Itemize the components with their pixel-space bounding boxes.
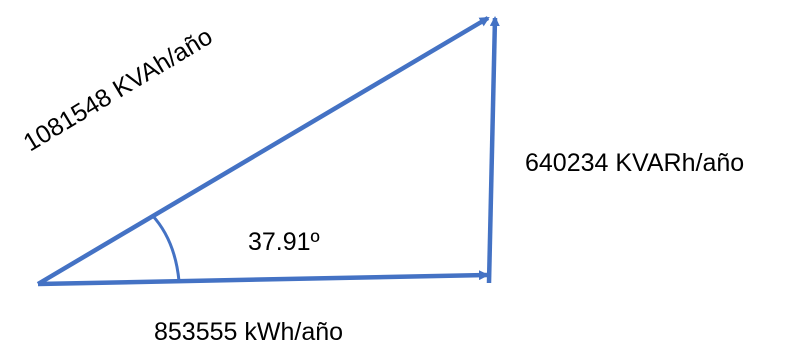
angle-arc xyxy=(150,213,181,282)
active-power-label: 853555 kWh/año xyxy=(154,318,343,346)
reactive-power-label: 640234 KVARh/año xyxy=(525,149,744,177)
apparent-power-vector xyxy=(36,16,490,286)
active-power-vector xyxy=(37,270,489,287)
reactive-power-vector xyxy=(486,16,500,284)
angle-label: 37.91º xyxy=(248,228,320,256)
apparent-power-label: 1081548 KVAh/año xyxy=(19,22,218,157)
